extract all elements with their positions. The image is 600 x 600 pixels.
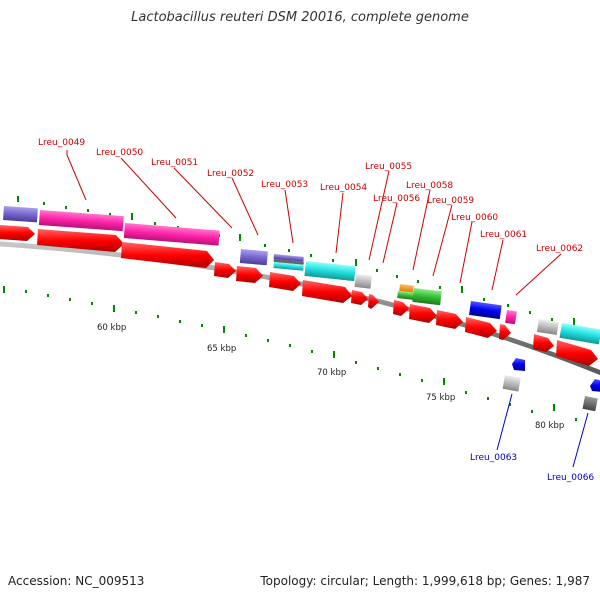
feature-track-reverse	[502, 358, 600, 412]
feature-blue-0061	[469, 300, 502, 320]
reverse-feature-dark-0066	[582, 396, 598, 412]
label-leader-lines-reverse	[496, 393, 589, 468]
gene-label: Lreu_0050	[96, 148, 143, 158]
scale-label: 75 kbp	[426, 393, 455, 403]
cds-arrow	[37, 229, 124, 252]
feature-purple-0053	[273, 254, 304, 262]
feature-purple-0049	[3, 206, 38, 223]
cds-arrow	[0, 225, 35, 241]
cds-arrow	[214, 262, 236, 278]
gene-label: Lreu_0066	[547, 473, 594, 483]
gene-label: Lreu_0052	[207, 169, 254, 179]
feature-purple-0052	[239, 248, 268, 266]
gene-label: Lreu_0056	[373, 194, 420, 204]
feature-cyan-0054	[304, 261, 356, 282]
cds-arrow	[533, 334, 554, 352]
reverse-feature-gray-0063	[502, 375, 521, 392]
feature-green-0058	[397, 291, 414, 300]
scale-label: 60 kbp	[97, 323, 126, 333]
cds-arrow	[393, 300, 409, 316]
cds-arrow	[465, 317, 497, 338]
cds-arrow	[368, 294, 379, 309]
gene-label: Lreu_0049	[38, 138, 85, 148]
cds-arrow	[351, 290, 368, 305]
cds-arrow	[269, 272, 301, 291]
topology-text: Topology: circular; Length: 1,999,618 bp…	[260, 574, 590, 588]
feature-pink-0062	[505, 310, 517, 325]
cds-arrow	[436, 310, 463, 329]
reverse-feature-blue-0066	[590, 379, 600, 392]
feature-orange-0058	[399, 283, 414, 293]
cds-arrow	[499, 324, 511, 340]
gene-labels-bottom: Lreu_0063 Lreu_0066	[470, 453, 594, 483]
feature-green-0059	[412, 288, 442, 306]
feature-pink-0050	[38, 210, 124, 232]
feature-gray-0054	[354, 273, 372, 289]
gene-label: Lreu_0051	[151, 158, 198, 168]
feature-cyan-0062	[559, 322, 600, 345]
cds-arrow	[409, 304, 437, 323]
cds-arrow	[302, 280, 352, 303]
gene-label: Lreu_0054	[320, 183, 367, 193]
gene-label: Lreu_0058	[406, 181, 453, 191]
feature-gray-0062	[536, 319, 559, 335]
reverse-feature-blue-0063	[512, 358, 525, 371]
scale-labels: 60 kbp 65 kbp 70 kbp 75 kbp 80 kbp	[97, 323, 564, 431]
cds-arrow	[556, 340, 598, 366]
gene-label: Lreu_0062	[536, 244, 583, 254]
genome-title: Lactobacillus reuteri DSM 20016, complet…	[131, 10, 469, 25]
scale-label: 70 kbp	[317, 368, 346, 378]
feature-gray-0053	[273, 259, 304, 265]
accession-text: Accession: NC_009513	[8, 574, 145, 588]
gene-label: Lreu_0059	[427, 196, 474, 206]
gene-label: Lreu_0055	[365, 162, 412, 172]
scale-label: 65 kbp	[207, 344, 236, 354]
gene-label: Lreu_0063	[470, 453, 517, 463]
scale-label: 80 kbp	[535, 421, 564, 431]
feature-pink-0051	[123, 222, 220, 246]
gene-label: Lreu_0061	[480, 230, 527, 240]
feature-track-colored	[3, 206, 600, 345]
gene-labels-top: Lreu_0049 Lreu_0050 Lreu_0051 Lreu_0052 …	[38, 138, 583, 254]
label-leader-lines	[66, 150, 562, 296]
feature-cyan-0053	[273, 262, 304, 271]
gene-label: Lreu_0053	[261, 180, 308, 190]
gene-label: Lreu_0060	[451, 213, 498, 223]
cds-arrow	[236, 266, 263, 283]
cds-arrow	[121, 242, 214, 268]
feature-track-cds	[0, 225, 598, 366]
scale-tick-marks	[3, 286, 577, 421]
